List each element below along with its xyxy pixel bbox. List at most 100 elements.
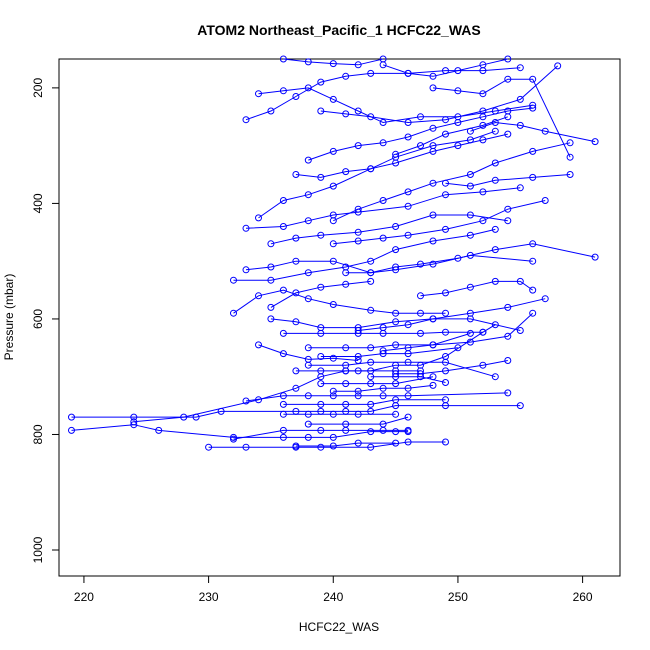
y-tick-label: 600 (31, 309, 45, 329)
data-point (404, 202, 412, 210)
series-line (308, 361, 496, 378)
data-point (392, 341, 400, 349)
series-line (320, 376, 434, 385)
data-point (329, 354, 337, 362)
series-line (208, 441, 446, 448)
data-point (354, 353, 362, 360)
series-line (295, 133, 508, 178)
data-point (304, 156, 312, 164)
y-tick-label: 200 (31, 78, 45, 98)
data-point (516, 277, 524, 285)
data-point (329, 442, 337, 450)
data-point (429, 260, 437, 268)
data-point (354, 107, 362, 115)
series-line (382, 58, 508, 77)
data-point (541, 295, 549, 303)
data-point (342, 420, 350, 428)
series-line (270, 214, 508, 245)
data-point (566, 153, 574, 161)
data-point (304, 217, 312, 225)
data-point (180, 413, 188, 421)
series-line (233, 429, 409, 440)
data-point (442, 309, 449, 317)
data-point (504, 130, 512, 138)
data-point (429, 341, 437, 349)
data-point (317, 107, 325, 115)
data-point (230, 309, 237, 317)
data-point (417, 142, 424, 150)
data-point (354, 357, 362, 364)
data-point (442, 116, 449, 124)
data-point (392, 373, 400, 381)
data-point (429, 315, 437, 323)
series-line (358, 298, 546, 331)
data-point (566, 171, 574, 178)
data-point (367, 443, 375, 451)
data-point (442, 289, 449, 297)
data-point (317, 173, 325, 181)
data-point (255, 214, 262, 222)
series-line (308, 332, 471, 349)
data-point (504, 55, 512, 63)
data-point (466, 231, 474, 239)
data-point (516, 121, 524, 129)
series-line (333, 384, 434, 392)
series-line (395, 116, 508, 155)
data-point (379, 384, 387, 392)
data-point (317, 324, 325, 332)
data-point (329, 387, 337, 395)
data-point (404, 321, 412, 329)
data-point (292, 234, 300, 242)
data-point (491, 127, 499, 135)
series-line (320, 65, 559, 124)
data-point (255, 90, 262, 98)
data-point (304, 344, 312, 352)
data-point (279, 350, 287, 358)
data-point (442, 438, 449, 446)
x-axis: 220 230 240 250 260 (74, 576, 593, 604)
data-point (417, 329, 424, 337)
data-point (404, 392, 412, 400)
data-point (304, 191, 312, 199)
data-point (329, 410, 337, 418)
data-point (279, 400, 287, 408)
data-point (442, 367, 449, 375)
x-tick-label: 250 (448, 590, 468, 604)
data-point (354, 205, 362, 213)
x-tick-label: 220 (74, 590, 94, 604)
data-point (442, 328, 449, 336)
data-point (479, 121, 487, 129)
data-point (454, 254, 462, 262)
data-point (230, 435, 237, 443)
data-point (329, 217, 337, 225)
data-point (392, 439, 400, 447)
data-point (529, 309, 537, 317)
data-point (329, 301, 337, 308)
data-point (417, 373, 424, 381)
data-point (404, 358, 412, 366)
data-point (466, 329, 474, 337)
data-point (554, 62, 562, 70)
data-point (379, 324, 387, 332)
data-point (367, 69, 375, 77)
data-point (504, 75, 512, 83)
data-point (329, 60, 337, 68)
data-point (504, 113, 512, 121)
data-point (354, 392, 362, 400)
series-line (308, 416, 409, 425)
data-point (354, 387, 362, 395)
data-point (392, 396, 400, 404)
data-point (479, 361, 487, 369)
series-line (395, 360, 508, 375)
data-point (329, 95, 337, 103)
data-point (442, 191, 449, 199)
data-point (317, 367, 325, 375)
data-point (404, 69, 412, 77)
data-point (529, 257, 537, 265)
data-point (292, 318, 300, 326)
data-point (379, 139, 387, 147)
data-point (304, 58, 312, 66)
data-point (354, 237, 362, 245)
data-point (491, 225, 499, 233)
